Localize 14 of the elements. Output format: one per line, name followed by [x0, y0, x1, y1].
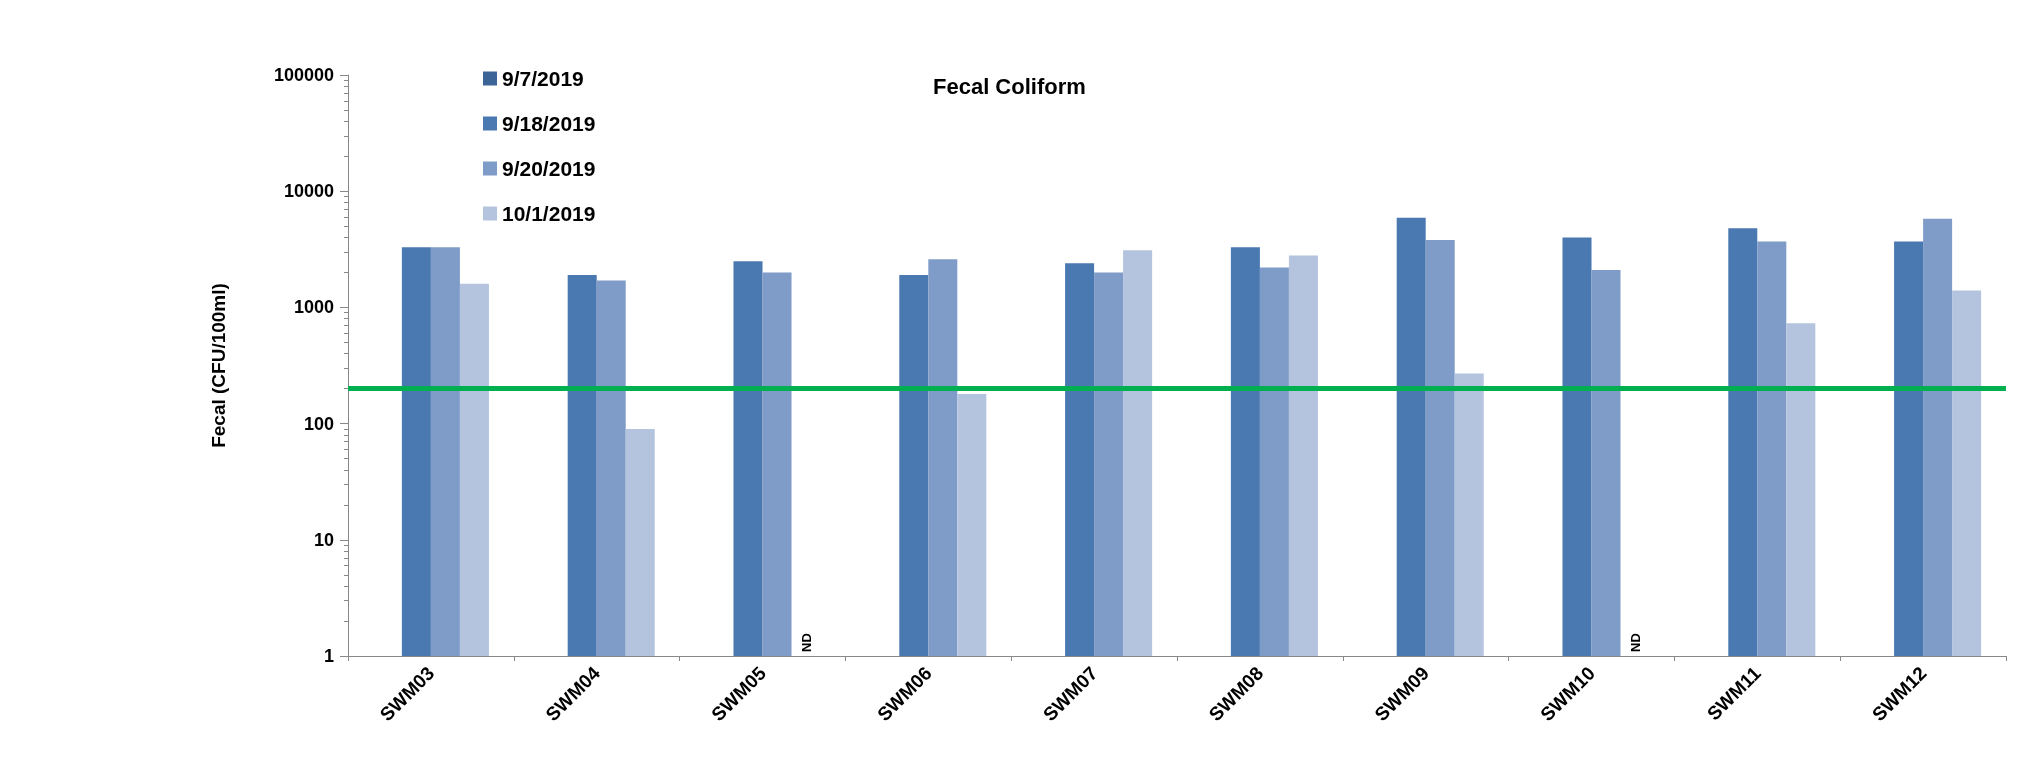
y-tick-label: 100	[303, 413, 334, 434]
y-tick-label: 100000	[273, 65, 334, 85]
y-tick-label: 10000	[283, 181, 334, 202]
y-tick-label: 1000	[293, 297, 334, 318]
y-axis-title: Fecal (CFU/100ml)	[208, 283, 229, 448]
legend-label: 9/20/2019	[502, 157, 596, 180]
chart-title: Fecal Coliform	[933, 73, 1086, 99]
annotation: ND	[1627, 633, 1643, 652]
legend-label: 9/18/2019	[502, 112, 596, 135]
annotation: ND	[798, 633, 814, 652]
legend-label: 10/1/2019	[502, 202, 596, 225]
legend-label: 9/7/2019	[502, 67, 584, 90]
y-tick-label: 1	[323, 646, 334, 666]
y-tick-label: 10	[313, 529, 334, 550]
